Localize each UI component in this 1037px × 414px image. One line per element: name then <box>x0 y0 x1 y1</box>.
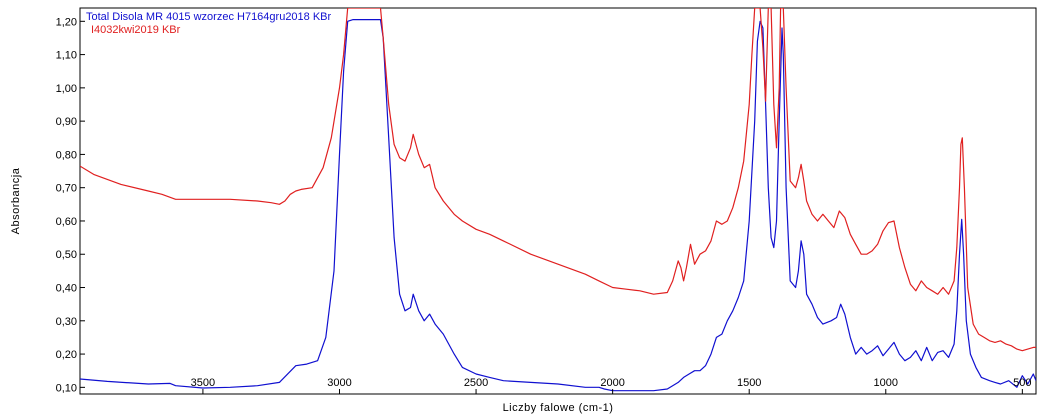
x-tick-label: 3000 <box>327 377 351 389</box>
y-tick-label: 0,90 <box>56 116 77 128</box>
y-tick-label: 0,20 <box>56 349 77 361</box>
x-tick-label: 500 <box>1013 377 1031 389</box>
y-axis-ticks: 0,10 0,20 0,30 0,40 0,50 0,60 0,70 0,80 0,90 1,00… <box>56 16 85 394</box>
y-tick-label: 0,30 <box>56 316 77 328</box>
x-tick-label: 3500 <box>191 377 215 389</box>
y-tick-label: 0,60 <box>56 216 77 228</box>
y-tick-label: 0,50 <box>56 249 77 261</box>
x-axis-ticks: 3500 3000 2500 2000 1500 1000 500 <box>191 377 1032 394</box>
legend-series-1: Total Disola MR 4015 wzorzec H7164gru201… <box>86 11 332 23</box>
y-tick-label: 1,10 <box>56 50 77 62</box>
plot-frame <box>79 7 1037 395</box>
x-tick-label: 1000 <box>874 377 898 389</box>
series-line-2 <box>80 8 1036 352</box>
y-axis-label: Absorbancja <box>10 167 22 234</box>
y-tick-label: 1,20 <box>56 16 77 28</box>
plot-area <box>80 8 1036 392</box>
series-line-1 <box>80 19 1036 392</box>
x-tick-label: 1500 <box>737 377 761 389</box>
x-tick-label: 2000 <box>600 377 624 389</box>
legend-series-2: I4032kwi2019 KBr <box>91 24 181 36</box>
y-tick-label: 0,80 <box>56 149 77 161</box>
y-tick-label: 1,00 <box>56 83 77 95</box>
x-axis-label: Liczby falowe (cm-1) <box>503 402 614 414</box>
y-tick-label: 0,10 <box>56 382 77 394</box>
y-tick-label: 0,70 <box>56 183 77 195</box>
y-tick-label: 0,40 <box>56 283 77 295</box>
x-tick-label: 2500 <box>464 377 488 389</box>
